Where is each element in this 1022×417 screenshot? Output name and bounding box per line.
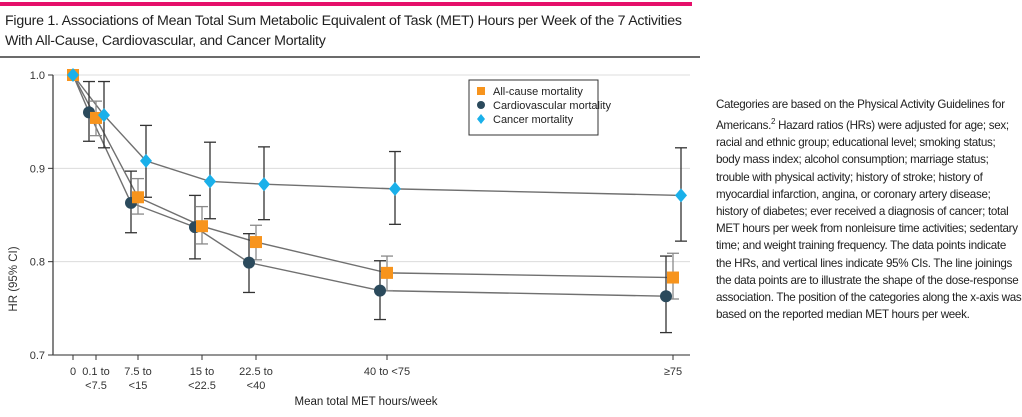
x-tick-label-line2: <22.5 (188, 380, 216, 392)
y-axis-label: HR (95% CI) (8, 246, 20, 311)
marker-cancer (140, 153, 152, 168)
marker-all-cause (381, 266, 393, 279)
title-divider (0, 56, 700, 58)
figure-title: Figure 1. Associations of Mean Total Sum… (5, 13, 682, 49)
x-tick-label: ≥75 (664, 366, 682, 378)
chart: 0.7 0.8 0.9 1.0 0 0.1 to <7.5 7.5 to <15 15 to <2… (8, 68, 690, 408)
legend: All-cause mortality Cardiovascular morta… (468, 79, 611, 136)
x-tick-label: 0.1 to (82, 366, 110, 378)
x-tick-label-line2: <15 (129, 380, 148, 392)
marker-cardiovascular (243, 256, 255, 269)
y-tick-label: 0.7 (30, 350, 45, 362)
x-tick-label-line2: <7.5 (85, 380, 107, 392)
data-markers (67, 68, 687, 303)
x-axis-label: Mean total MET hours/week (295, 396, 438, 408)
gridlines (53, 74, 690, 263)
y-tick-label: 1.0 (30, 70, 45, 82)
marker-cancer (675, 188, 687, 203)
y-tick-label: 0.9 (30, 163, 45, 175)
marker-cancer (258, 177, 270, 192)
marker-cancer (67, 68, 79, 82)
y-ticks: 0.7 0.8 0.9 1.0 (30, 70, 53, 362)
legend-marker-cancer (477, 114, 485, 124)
legend-box (468, 79, 599, 136)
figure-caption: Categories are based on the Physical Act… (716, 96, 1022, 324)
marker-all-cause (667, 271, 679, 284)
legend-label-cardiovascular: Cardiovascular mortality (493, 100, 611, 112)
legend-label-cancer: Cancer mortality (493, 114, 574, 126)
legend-marker-cardiovascular (477, 101, 485, 109)
marker-all-cause (250, 236, 262, 249)
marker-cancer (204, 174, 216, 189)
marker-cancer (389, 181, 401, 196)
x-tick-label: 7.5 to (124, 366, 152, 378)
marker-cardiovascular (374, 284, 386, 297)
marker-cardiovascular (660, 290, 672, 303)
marker-all-cause (196, 220, 208, 233)
x-tick-label-line2: <40 (247, 380, 266, 392)
caption-reference: 2 (771, 117, 776, 127)
x-tick-label: 40 to <75 (364, 366, 410, 378)
x-tick-label: 0 (70, 366, 76, 378)
caption-text-2: Hazard ratios (HRs) were adjusted for ag… (716, 119, 1022, 322)
caption-text-1: Categories are based on the Physical Act… (716, 98, 1005, 133)
axes (52, 75, 690, 356)
accent-bar (0, 2, 692, 6)
legend-label-all-cause: All-cause mortality (493, 86, 583, 98)
legend-marker-all-cause (477, 87, 485, 95)
x-tick-label: 15 to (190, 366, 214, 378)
y-tick-label: 0.8 (30, 257, 45, 269)
marker-cancer (98, 108, 110, 123)
x-tick-label: 22.5 to (239, 366, 273, 378)
x-ticks: 0 0.1 to <7.5 7.5 to <15 15 to <22.5 22.5 to <40… (70, 355, 682, 392)
marker-all-cause (132, 191, 144, 204)
